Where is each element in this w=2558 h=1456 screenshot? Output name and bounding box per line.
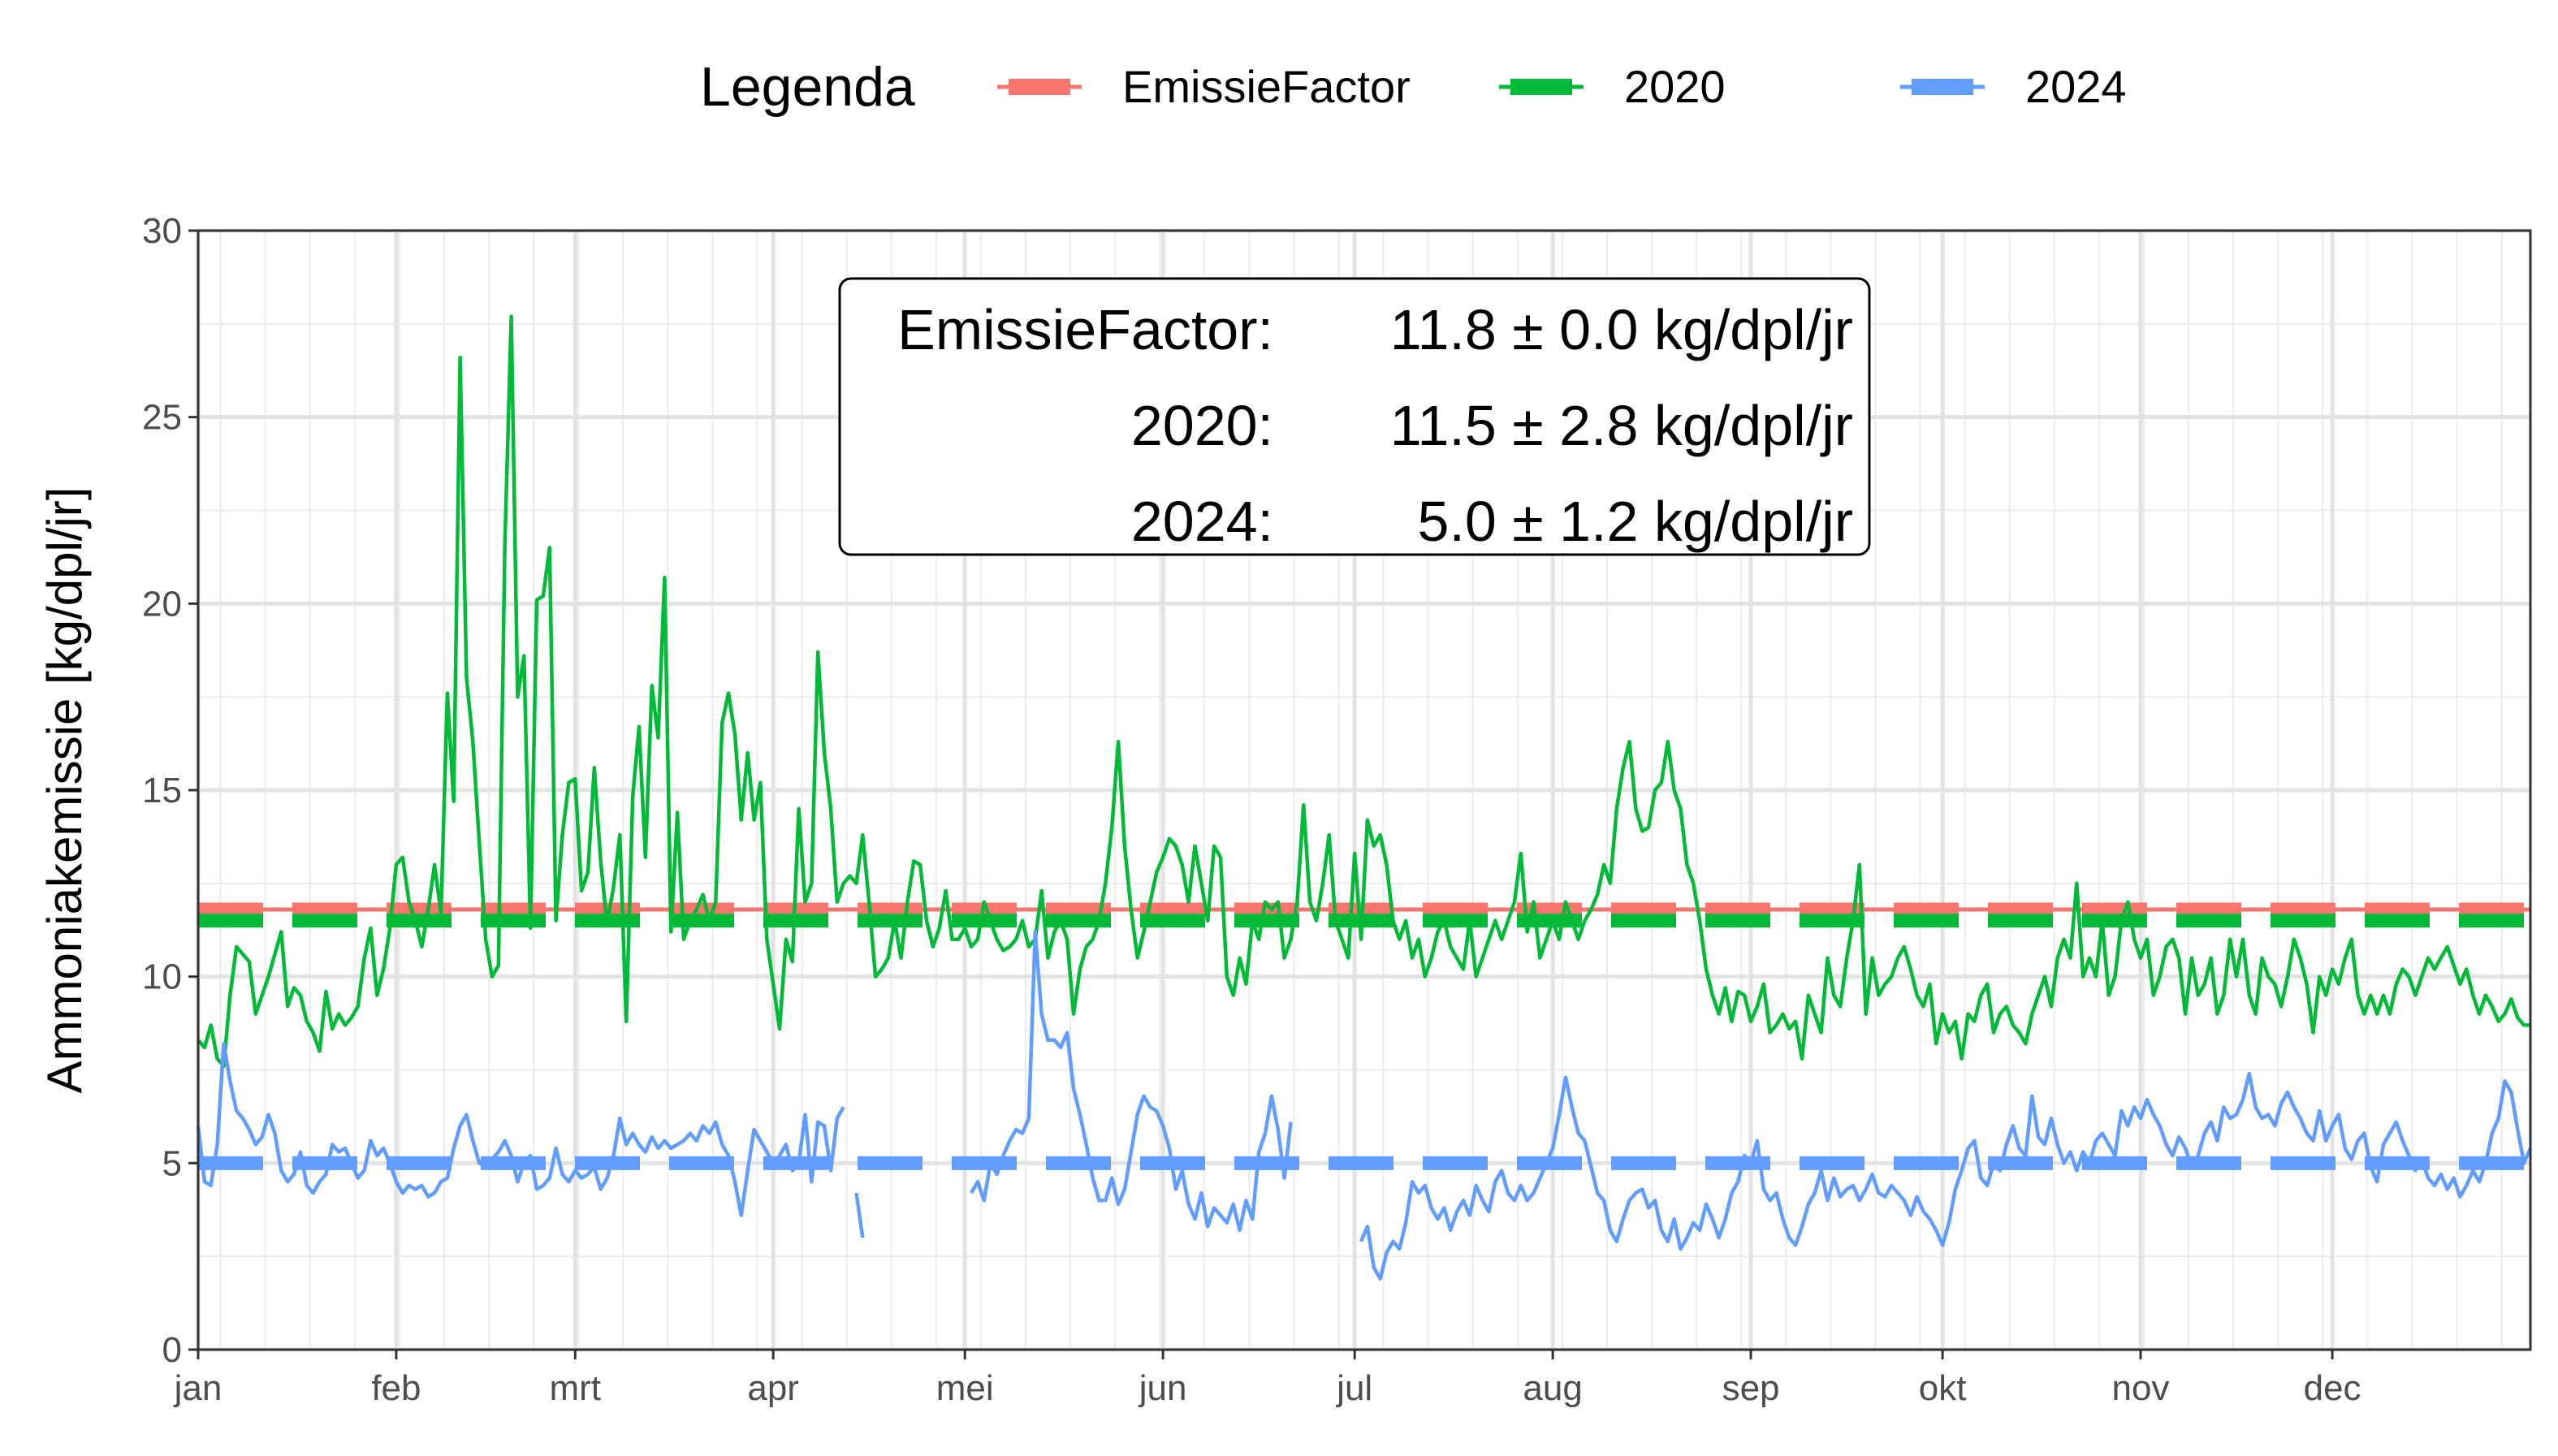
annotation-box — [838, 277, 1871, 556]
legend-key-swatch — [1009, 79, 1070, 95]
x-tick-label-dec: dec — [2304, 1368, 2361, 1408]
x-tick-label-nov: nov — [2112, 1368, 2170, 1408]
legend-key-swatch — [1912, 79, 1973, 95]
series-line-2024 — [196, 930, 2533, 1281]
x-tick-label-jul: jul — [1335, 1368, 1372, 1408]
x-tick-label-feb: feb — [371, 1368, 421, 1408]
legend-label-emissiefactor: EmissieFactor — [1122, 61, 1411, 112]
legend-label-2024: 2024 — [2025, 61, 2127, 112]
annotation-value: 5.0 ± 1.2 kg/dpl/jr — [1418, 490, 1853, 553]
x-tick-label-jun: jun — [1138, 1368, 1187, 1408]
y-tick-label: 25 — [142, 398, 182, 438]
y-tick-label: 0 — [162, 1330, 182, 1370]
y-tick-label: 15 — [142, 771, 182, 810]
series-lines — [196, 314, 2533, 1281]
annotation-label: 2024: — [1131, 490, 1273, 553]
x-tick-label-okt: okt — [1919, 1368, 1967, 1408]
y-tick-label: 5 — [162, 1143, 182, 1183]
summary-annotation: EmissieFactor: 11.8 ± 0.0 kg/dpl/jr 2020: 1… — [838, 277, 1871, 556]
series-line-2020 — [197, 314, 2530, 1069]
annotation-label: 2020: — [1131, 394, 1273, 457]
x-tick-label-mrt: mrt — [549, 1368, 601, 1408]
x-tick-label-mei: mei — [936, 1368, 994, 1408]
legend-label-2020: 2020 — [1624, 61, 1726, 112]
legend-key-swatch — [1510, 79, 1572, 95]
x-tick-label-jan: jan — [173, 1368, 223, 1408]
x-tick-label-apr: apr — [747, 1368, 799, 1408]
x-axis: jan feb mrt apr mei jun jul aug sep okt nov dec — [173, 1350, 2361, 1408]
y-axis: 0 5 10 15 20 25 30 — [142, 211, 198, 1370]
y-tick-label: 20 — [142, 584, 182, 624]
annotation-value: 11.5 ± 2.8 kg/dpl/jr — [1390, 394, 1853, 457]
y-tick-label: 10 — [142, 957, 182, 997]
annotation-label: EmissieFactor: — [897, 298, 1273, 361]
legend-title: Legenda — [700, 56, 915, 118]
x-tick-label-sep: sep — [1722, 1368, 1780, 1408]
y-tick-label: 30 — [142, 211, 182, 251]
y-axis-title: Ammoniakemissie [kg/dpl/jr] — [37, 487, 92, 1094]
annotation-value: 11.8 ± 0.0 kg/dpl/jr — [1390, 298, 1853, 361]
x-tick-label-aug: aug — [1523, 1368, 1582, 1408]
legend: Legenda EmissieFactor 2020 2024 — [700, 56, 2127, 118]
